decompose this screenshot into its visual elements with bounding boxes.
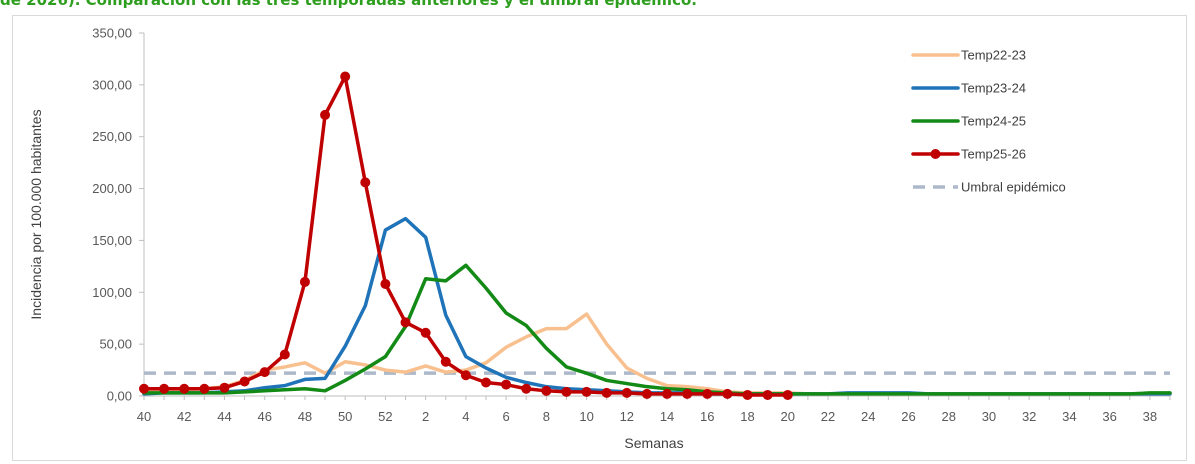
data-point-temp25-26 — [521, 383, 532, 394]
x-tick-label: 32 — [1022, 409, 1036, 424]
x-tick-label: 14 — [660, 409, 674, 424]
x-tick-label: 52 — [378, 409, 392, 424]
data-point-temp25-26 — [621, 387, 632, 398]
x-tick-label: 22 — [821, 409, 835, 424]
data-point-temp25-26 — [662, 388, 673, 399]
data-point-temp25-26 — [159, 383, 170, 394]
x-tick-label: 42 — [177, 409, 191, 424]
series-line-temp24-25 — [142, 263, 1172, 396]
data-point-temp25-26 — [279, 349, 290, 360]
legend-label-3: Temp25-26 — [961, 147, 1026, 162]
data-point-temp25-26 — [762, 389, 773, 400]
x-tick-label: 46 — [257, 409, 271, 424]
x-tick-label: 50 — [338, 409, 352, 424]
data-point-temp25-26 — [360, 177, 371, 188]
y-axis-title: Incidencia por 100.000 habitantes — [28, 109, 44, 319]
data-point-temp25-26 — [702, 388, 713, 399]
y-tick-label: 250,00 — [92, 129, 132, 144]
data-point-temp25-26 — [541, 385, 552, 396]
y-tick-label: 0,00 — [107, 389, 132, 404]
x-tick-label: 10 — [579, 409, 593, 424]
data-point-temp25-26 — [722, 388, 733, 399]
data-point-temp25-26 — [601, 387, 612, 398]
x-tick-label: 8 — [543, 409, 550, 424]
data-point-temp25-26 — [742, 389, 753, 400]
y-tick-label: 350,00 — [92, 26, 132, 41]
x-tick-label: 16 — [700, 409, 714, 424]
x-tick-label: 48 — [298, 409, 312, 424]
data-point-temp25-26 — [561, 386, 572, 397]
data-point-temp25-26 — [420, 327, 431, 338]
x-tick-label: 24 — [861, 409, 875, 424]
figure-caption: de 2026). Comparación con las tres tempo… — [0, 0, 697, 9]
data-point-temp25-26 — [782, 389, 793, 400]
x-tick-label: 6 — [503, 409, 510, 424]
x-tick-label: 4 — [462, 409, 469, 424]
legend-label-1: Temp23-24 — [961, 81, 1026, 96]
chart-frame — [12, 15, 1187, 461]
data-point-temp25-26 — [139, 383, 149, 394]
x-tick-label: 30 — [982, 409, 996, 424]
series-line-temp25-26 — [142, 74, 790, 397]
data-point-temp25-26 — [239, 376, 250, 387]
legend: Temp22-23 Temp23-24 Temp24-25 Temp25-26 Umbr… — [911, 48, 1066, 195]
x-tick-label: 34 — [1062, 409, 1076, 424]
legend-label-2: Temp24-25 — [961, 114, 1026, 129]
series-layer — [139, 71, 1172, 400]
data-point-temp25-26 — [320, 109, 331, 120]
data-point-temp25-26 — [682, 388, 693, 399]
x-tick-label: 20 — [781, 409, 795, 424]
legend-label-4: Umbral epidémico — [961, 180, 1066, 195]
data-point-temp25-26 — [219, 382, 230, 393]
x-tick-label: 18 — [740, 409, 754, 424]
data-point-temp25-26 — [340, 71, 351, 82]
data-point-temp25-26 — [380, 278, 391, 289]
y-tick-label: 300,00 — [92, 77, 132, 92]
legend-marker-3 — [930, 149, 941, 159]
x-axis-title: Semanas — [624, 435, 683, 451]
data-point-temp25-26 — [400, 317, 411, 328]
y-tick-label: 150,00 — [92, 233, 132, 248]
data-point-temp25-26 — [259, 367, 270, 378]
x-tick-label: 44 — [217, 409, 231, 424]
data-point-temp25-26 — [460, 370, 471, 381]
data-point-temp25-26 — [179, 383, 190, 394]
x-tick-label: 40 — [137, 409, 151, 424]
y-tick-label: 200,00 — [92, 181, 132, 196]
x-tick-label: 38 — [1143, 409, 1157, 424]
data-point-temp25-26 — [199, 383, 210, 394]
y-tick-label: 100,00 — [92, 285, 132, 300]
y-tick-label: 50,00 — [99, 337, 132, 352]
x-tick-label: 2 — [422, 409, 429, 424]
data-point-temp25-26 — [299, 276, 310, 287]
data-point-temp25-26 — [440, 356, 451, 367]
axes: 0,00 50,00 100,00 150,00 200,00 250,00 300,00 3… — [92, 26, 1171, 424]
x-tick-label: 12 — [620, 409, 634, 424]
x-tick-label: 36 — [1102, 409, 1116, 424]
x-tick-label: 28 — [941, 409, 955, 424]
data-point-temp25-26 — [641, 388, 652, 399]
data-point-temp25-26 — [501, 379, 512, 390]
data-point-temp25-26 — [581, 386, 592, 397]
legend-label-0: Temp22-23 — [961, 48, 1026, 63]
data-point-temp25-26 — [481, 377, 491, 388]
x-tick-label: 26 — [901, 409, 915, 424]
